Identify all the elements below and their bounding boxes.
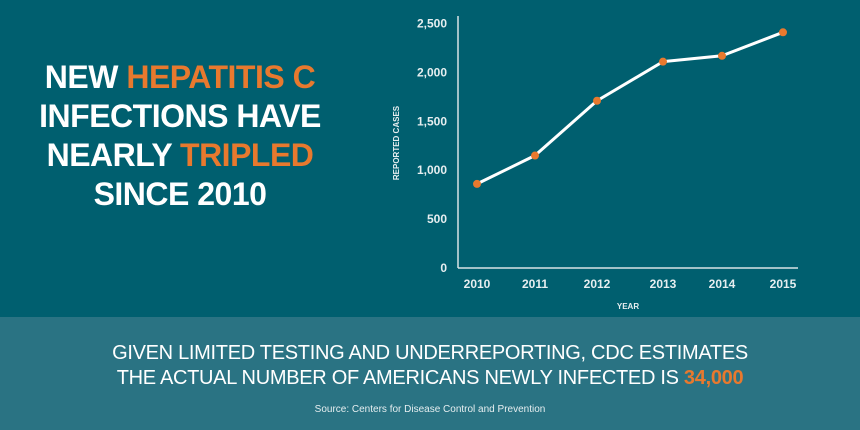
y-tick-label: 500 <box>427 212 447 226</box>
footer-line-2: THE ACTUAL NUMBER OF AMERICANS NEWLY INF… <box>116 367 744 389</box>
headline-line-4: SINCE 2010 <box>93 176 267 212</box>
x-tick-label: 2013 <box>650 277 677 291</box>
headline-line-3: NEARLY TRIPLED <box>46 137 314 173</box>
x-tick-label: 2011 <box>522 277 548 291</box>
headline-line-2: INFECTIONS HAVE <box>39 98 321 134</box>
data-point-2010 <box>473 179 481 188</box>
y-axis-title: REPORTED CASES <box>392 105 401 180</box>
headline-line-1: NEW HEPATITIS C <box>44 59 316 95</box>
footer-highlight: 34,000 <box>683 367 744 389</box>
headline: NEW HEPATITIS C INFECTIONS HAVE NEARLY T… <box>0 58 360 214</box>
data-point-2011 <box>531 151 539 160</box>
y-tick-label: 2,500 <box>417 17 447 31</box>
y-tick-label: 2,000 <box>417 65 447 79</box>
y-tick-label: 1,000 <box>417 163 447 177</box>
headline-highlight-tripled: TRIPLED <box>180 137 314 173</box>
data-point-2015 <box>779 28 787 37</box>
footer-band: GIVEN LIMITED TESTING AND UNDERREPORTING… <box>0 317 860 430</box>
series-line <box>476 30 784 186</box>
y-tick-label: 0 <box>440 261 447 275</box>
line-chart: 0 500 1,000 1,500 2,000 2,500 2010 2011 2012 2013… <box>392 16 798 311</box>
footer-statement: GIVEN LIMITED TESTING AND UNDERREPORTING… <box>0 341 860 391</box>
x-tick-label: 2012 <box>584 277 611 291</box>
y-tick-label: 1,500 <box>417 114 447 128</box>
x-tick-label: 2014 <box>709 277 736 291</box>
data-point-2013 <box>659 57 667 66</box>
headline-highlight-hepatitis: HEPATITIS C <box>126 59 316 95</box>
x-tick-label: 2010 <box>464 277 491 291</box>
data-point-2014 <box>718 51 726 60</box>
data-point-2012 <box>593 96 601 105</box>
x-tick-label: 2015 <box>770 277 797 291</box>
footer-line-1: GIVEN LIMITED TESTING AND UNDERREPORTING… <box>112 342 748 364</box>
x-axis-title: YEAR <box>617 302 639 311</box>
source-note: Source: Centers for Disease Control and … <box>314 404 546 415</box>
